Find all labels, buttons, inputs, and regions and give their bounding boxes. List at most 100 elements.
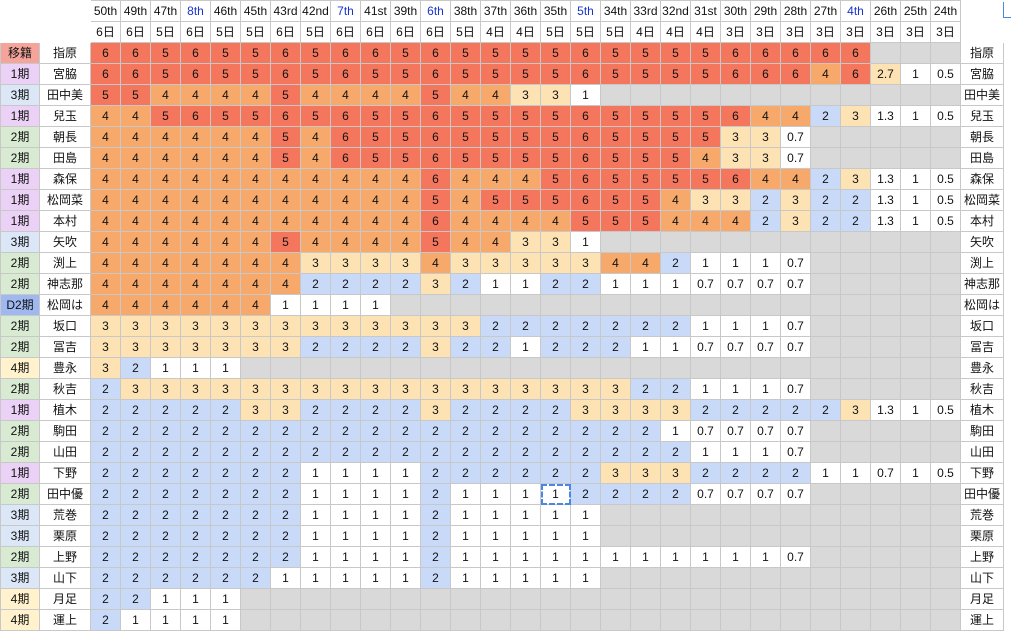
- value-cell[interactable]: 4: [330, 210, 361, 232]
- value-cell[interactable]: 3: [720, 147, 751, 169]
- value-cell[interactable]: 2: [210, 504, 241, 526]
- column-resize-handle[interactable]: [1003, 2, 1004, 18]
- value-cell[interactable]: 5: [600, 105, 631, 127]
- generation-cell[interactable]: 2期: [0, 441, 40, 463]
- value-cell[interactable]: [930, 336, 961, 358]
- value-cell[interactable]: 5: [540, 126, 571, 148]
- value-cell[interactable]: 2: [630, 315, 661, 337]
- value-cell[interactable]: [870, 525, 901, 547]
- member-name-cell[interactable]: 山下: [39, 567, 91, 589]
- value-cell[interactable]: 6: [720, 63, 751, 85]
- value-cell[interactable]: 2: [840, 189, 871, 211]
- value-cell[interactable]: 1: [390, 546, 421, 568]
- value-cell[interactable]: 2: [540, 336, 571, 358]
- column-header-edition[interactable]: 25th: [900, 0, 931, 22]
- value-cell[interactable]: [660, 84, 691, 106]
- value-cell[interactable]: 2: [390, 420, 421, 442]
- value-cell[interactable]: 2: [210, 420, 241, 442]
- value-cell[interactable]: 4: [390, 168, 421, 190]
- value-cell[interactable]: 3: [420, 315, 451, 337]
- value-cell[interactable]: 2: [90, 441, 121, 463]
- value-cell[interactable]: 6: [360, 42, 391, 64]
- value-cell[interactable]: 4: [270, 210, 301, 232]
- value-cell[interactable]: 1: [510, 567, 541, 589]
- value-cell[interactable]: [900, 378, 931, 400]
- value-cell[interactable]: 4: [390, 210, 421, 232]
- value-cell[interactable]: 0.7: [720, 336, 751, 358]
- value-cell[interactable]: 2: [660, 315, 691, 337]
- value-cell[interactable]: 5: [150, 42, 181, 64]
- value-cell[interactable]: 2: [120, 546, 151, 568]
- value-cell[interactable]: 1: [750, 252, 781, 274]
- value-cell[interactable]: [810, 609, 841, 631]
- value-cell[interactable]: 2: [150, 504, 181, 526]
- member-name-cell[interactable]: 坂口: [39, 315, 91, 337]
- value-cell[interactable]: 3: [330, 378, 361, 400]
- value-cell[interactable]: 0.7: [690, 336, 721, 358]
- member-name-cell[interactable]: 下野: [39, 462, 91, 484]
- value-cell[interactable]: 4: [120, 147, 151, 169]
- value-cell[interactable]: [870, 252, 901, 274]
- value-cell[interactable]: 4: [210, 252, 241, 274]
- value-cell[interactable]: 4: [120, 252, 151, 274]
- column-header-days[interactable]: 5日: [540, 21, 571, 43]
- value-cell[interactable]: 6: [570, 105, 601, 127]
- value-cell[interactable]: 4: [180, 210, 211, 232]
- value-cell[interactable]: [660, 567, 691, 589]
- value-cell[interactable]: [900, 126, 931, 148]
- value-cell[interactable]: 3: [540, 84, 571, 106]
- value-cell[interactable]: 4: [300, 210, 331, 232]
- value-cell[interactable]: 2: [270, 483, 301, 505]
- value-cell[interactable]: 3: [450, 252, 481, 274]
- column-header-days[interactable]: 5日: [210, 21, 241, 43]
- value-cell[interactable]: 1: [510, 483, 541, 505]
- value-cell[interactable]: [900, 147, 931, 169]
- column-header-days[interactable]: 3日: [900, 21, 931, 43]
- value-cell[interactable]: 3: [390, 378, 421, 400]
- value-cell[interactable]: 3: [180, 315, 211, 337]
- value-cell[interactable]: 3: [270, 399, 301, 421]
- generation-cell[interactable]: 2期: [0, 147, 40, 169]
- value-cell[interactable]: [870, 441, 901, 463]
- value-cell[interactable]: 1: [330, 294, 361, 316]
- value-cell[interactable]: 4: [270, 273, 301, 295]
- value-cell[interactable]: 4: [300, 147, 331, 169]
- value-cell[interactable]: 2: [330, 399, 361, 421]
- value-cell[interactable]: [660, 231, 691, 253]
- value-cell[interactable]: [930, 420, 961, 442]
- generation-cell[interactable]: 1期: [0, 210, 40, 232]
- member-name-cell[interactable]: 神志那: [39, 273, 91, 295]
- value-cell[interactable]: 6: [330, 105, 361, 127]
- value-cell[interactable]: [630, 525, 661, 547]
- column-header-days[interactable]: 6日: [360, 21, 391, 43]
- column-header-days[interactable]: 6日: [90, 21, 121, 43]
- value-cell[interactable]: 5: [660, 126, 691, 148]
- value-cell[interactable]: 6: [810, 42, 841, 64]
- value-cell[interactable]: 5: [630, 189, 661, 211]
- value-cell[interactable]: [720, 525, 751, 547]
- value-cell[interactable]: [690, 84, 721, 106]
- value-cell[interactable]: 0.7: [720, 483, 751, 505]
- value-cell[interactable]: 3: [510, 84, 541, 106]
- value-cell[interactable]: 0.7: [780, 252, 811, 274]
- value-cell[interactable]: 4: [180, 252, 211, 274]
- value-cell[interactable]: 4: [450, 210, 481, 232]
- value-cell[interactable]: [870, 483, 901, 505]
- value-cell[interactable]: 3: [360, 378, 391, 400]
- generation-cell[interactable]: 1期: [0, 105, 40, 127]
- value-cell[interactable]: [840, 420, 871, 442]
- value-cell[interactable]: 5: [450, 147, 481, 169]
- value-cell[interactable]: 4: [240, 189, 271, 211]
- value-cell[interactable]: 6: [570, 189, 601, 211]
- value-cell[interactable]: [630, 588, 661, 610]
- value-cell[interactable]: 4: [210, 294, 241, 316]
- value-cell[interactable]: [900, 357, 931, 379]
- value-cell[interactable]: 1: [150, 609, 181, 631]
- value-cell[interactable]: 2: [570, 315, 601, 337]
- member-name-cell-right[interactable]: 植木: [960, 399, 1004, 421]
- value-cell[interactable]: [600, 588, 631, 610]
- value-cell[interactable]: 5: [150, 105, 181, 127]
- value-cell[interactable]: [720, 609, 751, 631]
- value-cell[interactable]: 6: [780, 63, 811, 85]
- value-cell[interactable]: [900, 420, 931, 442]
